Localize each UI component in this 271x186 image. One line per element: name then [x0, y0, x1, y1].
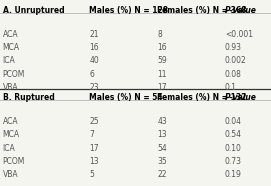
- Text: 54: 54: [157, 144, 167, 153]
- Text: 6: 6: [89, 70, 94, 79]
- Text: 0.54: 0.54: [225, 130, 242, 139]
- Text: ICA: ICA: [3, 57, 15, 65]
- Text: ACA: ACA: [3, 117, 18, 126]
- Text: 0.04: 0.04: [225, 117, 242, 126]
- Text: VBA: VBA: [3, 170, 18, 179]
- Text: 0.10: 0.10: [225, 144, 242, 153]
- Text: VBA: VBA: [3, 83, 18, 92]
- Text: 0.1: 0.1: [225, 83, 237, 92]
- Text: B. Ruptured: B. Ruptured: [3, 93, 54, 102]
- Text: Males (%) N = 128: Males (%) N = 128: [89, 6, 169, 15]
- Text: Females (%) N = 132: Females (%) N = 132: [157, 93, 247, 102]
- Text: 16: 16: [89, 43, 99, 52]
- Text: 8: 8: [157, 30, 162, 39]
- Text: 22: 22: [157, 170, 167, 179]
- Text: <0.001: <0.001: [225, 30, 253, 39]
- Text: MCA: MCA: [3, 43, 20, 52]
- Text: P-value: P-value: [225, 93, 257, 102]
- Text: A. Unruptured: A. Unruptured: [3, 6, 64, 15]
- Text: PCOM: PCOM: [3, 157, 25, 166]
- Text: 0.19: 0.19: [225, 170, 242, 179]
- Text: 21: 21: [89, 30, 99, 39]
- Text: 17: 17: [89, 144, 99, 153]
- Text: 0.002: 0.002: [225, 57, 247, 65]
- Text: PCOM: PCOM: [3, 70, 25, 79]
- Text: Males (%) N = 54: Males (%) N = 54: [89, 93, 163, 102]
- Text: 13: 13: [157, 130, 167, 139]
- Text: 17: 17: [157, 83, 167, 92]
- Text: MCA: MCA: [3, 130, 20, 139]
- Text: 59: 59: [157, 57, 167, 65]
- Text: ICA: ICA: [3, 144, 15, 153]
- Text: 5: 5: [89, 170, 94, 179]
- Text: 11: 11: [157, 70, 167, 79]
- Text: 7: 7: [89, 130, 94, 139]
- Text: 23: 23: [89, 83, 99, 92]
- Text: 40: 40: [89, 57, 99, 65]
- Text: P-value: P-value: [225, 6, 257, 15]
- Text: 25: 25: [89, 117, 99, 126]
- Text: 16: 16: [157, 43, 167, 52]
- Text: Females (%) N = 368: Females (%) N = 368: [157, 6, 247, 15]
- Text: 0.73: 0.73: [225, 157, 242, 166]
- Text: 0.08: 0.08: [225, 70, 242, 79]
- Text: ACA: ACA: [3, 30, 18, 39]
- Text: 13: 13: [89, 157, 99, 166]
- Text: 35: 35: [157, 157, 167, 166]
- Text: 43: 43: [157, 117, 167, 126]
- Text: 0.93: 0.93: [225, 43, 242, 52]
